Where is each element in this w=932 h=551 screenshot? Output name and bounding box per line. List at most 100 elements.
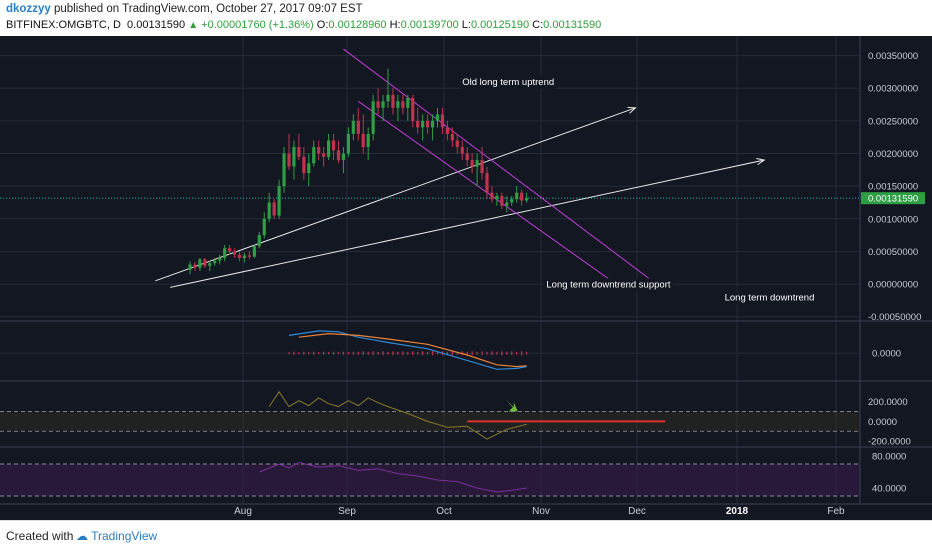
x-tick-label: Dec bbox=[628, 506, 646, 517]
candle-body bbox=[460, 146, 464, 154]
candle-body bbox=[287, 153, 291, 167]
annotation-bg bbox=[460, 75, 557, 89]
candle-body bbox=[272, 202, 276, 216]
candle-body bbox=[307, 163, 311, 174]
annotation-bg bbox=[722, 291, 817, 305]
price-tick-label: -0.00050000 bbox=[868, 312, 921, 323]
chart-header: dkozzyy published on TradingView.com, Oc… bbox=[0, 0, 932, 36]
candle-body bbox=[331, 140, 336, 151]
ohlc-line: BITFINEX:OMGBTC, D 0.00131590 ▲ +0.00001… bbox=[6, 19, 601, 31]
publish-line: dkozzyy published on TradingView.com, Oc… bbox=[6, 3, 363, 15]
candle-body bbox=[188, 264, 192, 270]
candle-body bbox=[213, 260, 217, 264]
candles bbox=[188, 68, 529, 275]
tradingview-logo[interactable]: ☁ TradingView bbox=[76, 529, 158, 543]
candle-body bbox=[450, 133, 454, 141]
candle-body bbox=[430, 120, 435, 128]
price-tick-label: 0.00100000 bbox=[868, 214, 918, 225]
candle-body bbox=[322, 153, 326, 157]
candle-body bbox=[505, 202, 509, 206]
candle-body bbox=[297, 146, 301, 157]
cci-tick-label: -200.0000 bbox=[868, 437, 911, 448]
candle-body bbox=[198, 259, 202, 268]
candle-body bbox=[336, 150, 341, 161]
macd-signal-line bbox=[298, 332, 527, 368]
candle-body bbox=[267, 202, 271, 219]
candle-body bbox=[218, 257, 222, 261]
cci-band-fill bbox=[0, 411, 860, 432]
candle-body bbox=[465, 153, 469, 161]
candle-body bbox=[470, 160, 474, 167]
candle-body bbox=[386, 94, 390, 102]
downtrend-channel-upper bbox=[343, 48, 666, 292]
x-tick-label: Nov bbox=[532, 506, 550, 517]
last-price-label: 0.00131590 bbox=[868, 194, 918, 205]
candle-body bbox=[351, 120, 355, 134]
open-label: O: bbox=[316, 19, 329, 31]
candle-body bbox=[520, 192, 524, 201]
footer: Created with ☁ TradingView bbox=[0, 520, 932, 551]
x-tick-label: Sep bbox=[338, 506, 356, 517]
created-with-label: Created with bbox=[6, 529, 74, 543]
grid bbox=[0, 36, 860, 504]
candle-body bbox=[193, 264, 197, 268]
candle-body bbox=[203, 259, 207, 266]
close-value: 0.00131590 bbox=[543, 19, 602, 31]
low-label: L: bbox=[461, 19, 471, 31]
candle-body bbox=[406, 98, 410, 108]
candle-body bbox=[381, 101, 385, 108]
author-name[interactable]: dkozzyy bbox=[6, 3, 51, 15]
cci-tick-label: 0.0000 bbox=[868, 417, 897, 428]
candle-body bbox=[416, 120, 420, 128]
new-uptrend-line-arrowhead bbox=[756, 158, 766, 166]
candle-body bbox=[421, 120, 425, 128]
candle-body bbox=[455, 140, 459, 147]
annotations: Old long term uptrendNew long term uptre… bbox=[460, 75, 817, 305]
candle-body bbox=[525, 198, 529, 201]
trading-chart[interactable]: Aug Sep Oct Nov Dec 2018 Feb 0.00350000 0.003000… bbox=[0, 36, 932, 520]
candle-body bbox=[282, 153, 286, 187]
candle-body bbox=[223, 248, 227, 258]
macd-tick-label: 0.0000 bbox=[872, 349, 901, 360]
candle-body bbox=[361, 133, 365, 147]
old-uptrend-line-arrowhead bbox=[627, 106, 637, 114]
candle-body bbox=[435, 114, 440, 121]
candle-body bbox=[440, 114, 445, 128]
candle-body bbox=[208, 263, 212, 266]
candle-body bbox=[401, 101, 405, 108]
x-tick-label: Oct bbox=[436, 506, 452, 517]
candle-body bbox=[371, 101, 375, 134]
drawings bbox=[0, 48, 860, 292]
candle-body bbox=[445, 127, 449, 134]
candle-body bbox=[302, 156, 306, 174]
candle-body bbox=[262, 218, 266, 236]
x-tick-label: Feb bbox=[827, 506, 845, 517]
symbol-label: BITFINEX:OMGBTC, D bbox=[6, 19, 121, 31]
rsi-band-fill bbox=[0, 464, 860, 496]
publish-info: published on TradingView.com, October 27… bbox=[53, 3, 363, 15]
candle-body bbox=[341, 153, 346, 161]
price-tick-label: 0.00000000 bbox=[868, 280, 918, 291]
candle-body bbox=[356, 120, 360, 134]
high-label: H: bbox=[389, 19, 401, 31]
candle-body bbox=[317, 146, 321, 154]
candle-body bbox=[510, 199, 514, 203]
candle-body bbox=[277, 186, 281, 216]
tradingview-brand: TradingView bbox=[91, 529, 158, 543]
candle-body bbox=[242, 255, 247, 258]
price-tick-label: 0.00300000 bbox=[868, 84, 918, 95]
annotation-bg bbox=[544, 278, 673, 292]
high-value: 0.00139700 bbox=[400, 19, 459, 31]
candle-body bbox=[500, 195, 504, 206]
x-tick-label: 2018 bbox=[726, 506, 749, 517]
candle-body bbox=[475, 160, 479, 167]
candle-body bbox=[396, 101, 400, 108]
up-arrow-icon: ▲ bbox=[188, 20, 199, 31]
x-tick-label: Aug bbox=[234, 506, 252, 517]
candle-body bbox=[327, 140, 331, 157]
new-uptrend-line bbox=[170, 159, 765, 288]
candle-body bbox=[292, 146, 296, 167]
candle-body bbox=[376, 101, 380, 108]
indicators bbox=[259, 330, 666, 493]
last-price: 0.00131590 bbox=[127, 19, 186, 31]
